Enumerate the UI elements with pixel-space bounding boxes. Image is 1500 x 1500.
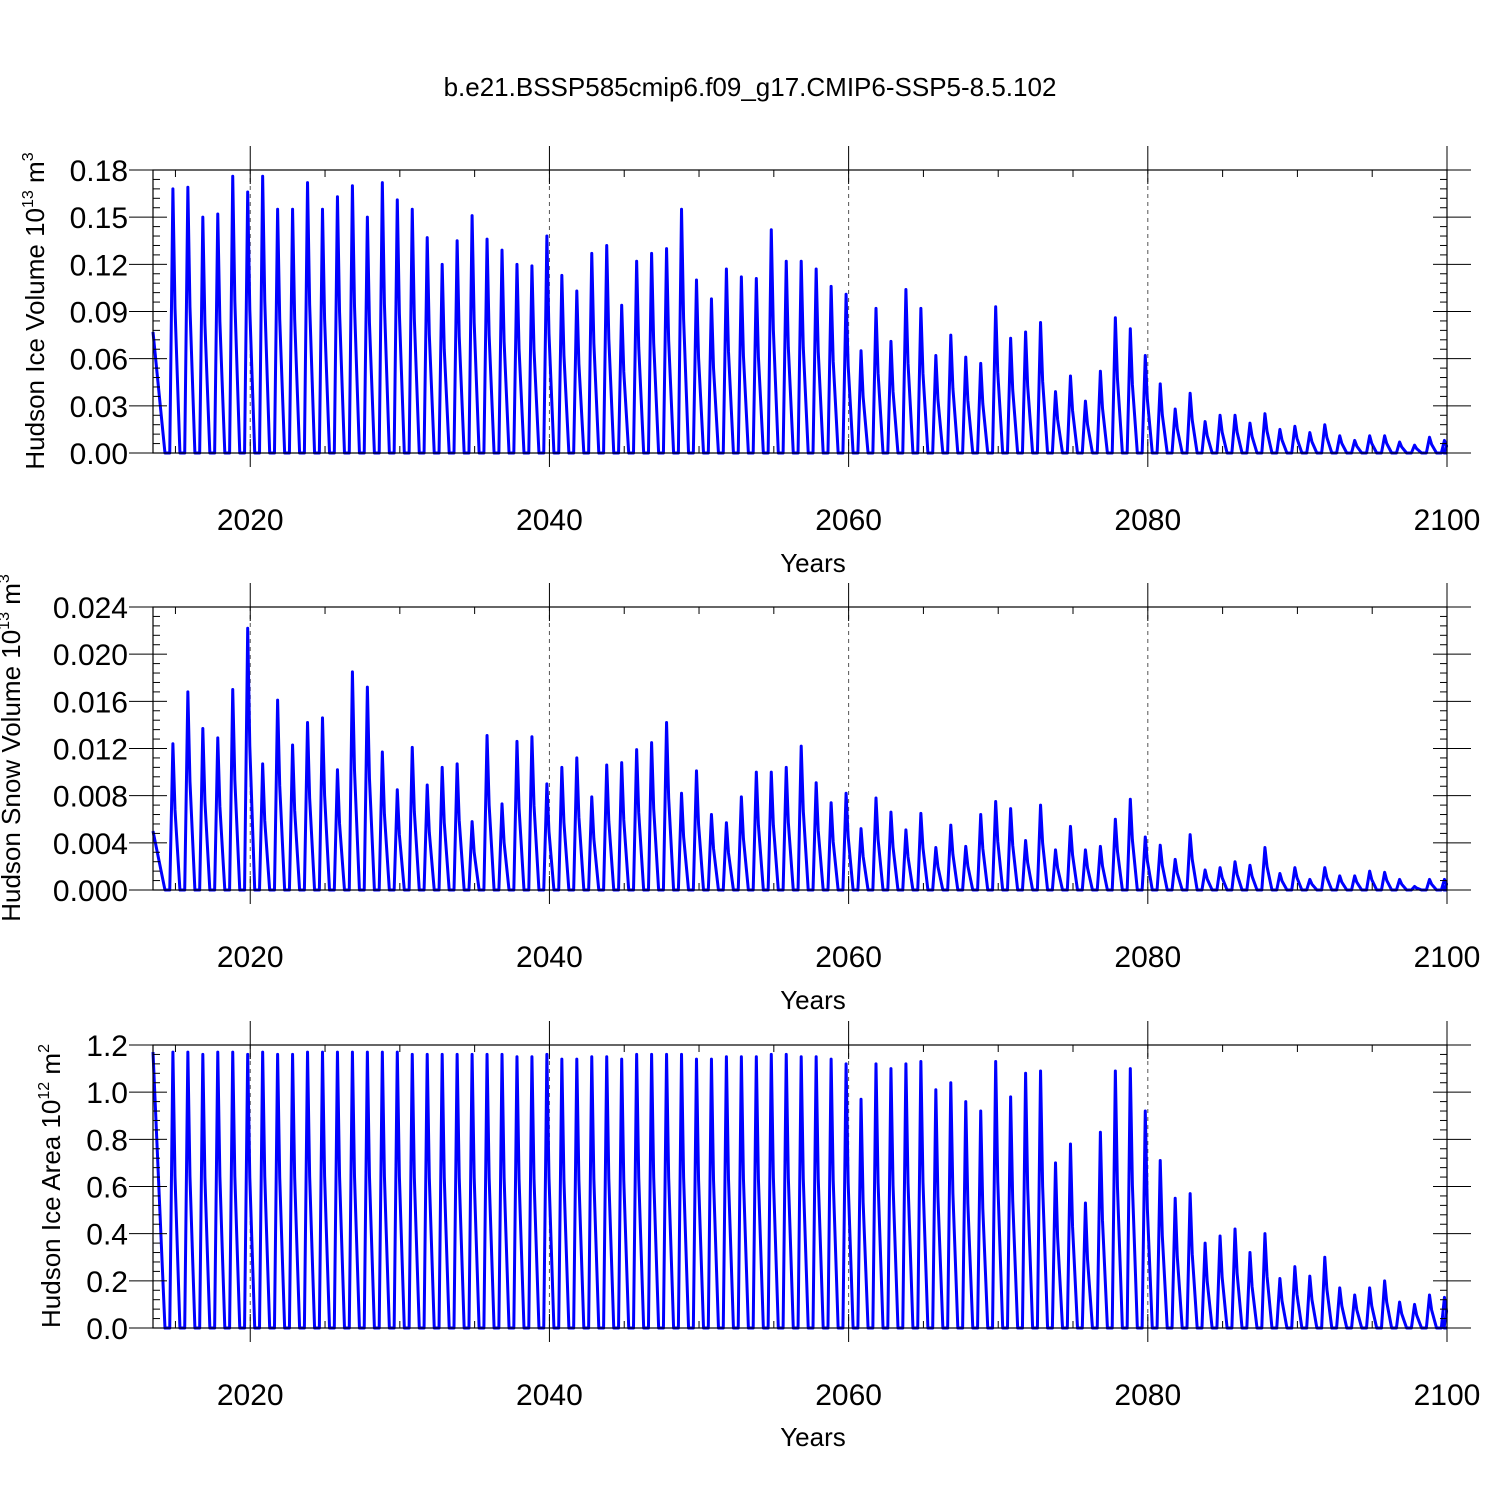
ice-volume-y-tick-label: 0.12 bbox=[70, 249, 128, 282]
ice-area-y-label-unit-exponent: 2 bbox=[36, 1044, 53, 1053]
snow-volume-y-tick-label: 0.000 bbox=[53, 875, 128, 908]
ice-volume-x-tick-label: 2100 bbox=[1414, 504, 1481, 537]
ice-area-y-tick-label: 1.2 bbox=[86, 1030, 128, 1063]
snow-volume-ticks bbox=[129, 583, 1471, 904]
ice-area-x-tick-label: 2020 bbox=[217, 1379, 284, 1412]
ice-area-panel: 2020 2040 2060 2080 2100 0.0 0.2 0.4 0.6… bbox=[36, 1021, 1480, 1452]
snow-volume-x-tick-label: 2040 bbox=[516, 941, 583, 974]
ice-area-series bbox=[151, 1050, 1449, 1330]
chart-title: b.e21.BSSP585cmip6.f09_g17.CMIP6-SSP5-8.… bbox=[444, 72, 1057, 102]
ice-area-y-tick-label: 0.6 bbox=[86, 1172, 128, 1205]
ice-volume-y-tick-label: 0.00 bbox=[70, 438, 128, 471]
ice-volume-x-tick-label: 2040 bbox=[516, 504, 583, 537]
ice-area-y-tick-labels: 0.0 0.2 0.4 0.6 0.8 1.0 1.2 bbox=[86, 1030, 128, 1346]
ice-volume-x-tick-labels: 2020 2040 2060 2080 2100 bbox=[217, 504, 1481, 537]
ice-volume-panel: 2020 2040 2060 2080 2100 0.00 0.03 0.06 … bbox=[20, 146, 1480, 578]
ice-area-y-label-unit: m bbox=[36, 1053, 66, 1082]
ice-volume-line bbox=[151, 174, 1449, 455]
snow-volume-y-label-unit: m bbox=[0, 583, 26, 612]
snow-volume-x-tick-label: 2060 bbox=[815, 941, 882, 974]
ice-area-x-axis-label: Years bbox=[780, 1422, 846, 1452]
ice-volume-x-tick-label: 2020 bbox=[217, 504, 284, 537]
ice-volume-y-tick-label: 0.15 bbox=[70, 202, 128, 235]
ice-area-ticks bbox=[129, 1021, 1471, 1342]
ice-volume-x-axis-label: Years bbox=[780, 548, 846, 578]
ice-area-y-axis-label: Hudson Ice Area 1012 m2 bbox=[36, 1044, 66, 1328]
snow-volume-x-tick-label: 2080 bbox=[1114, 941, 1181, 974]
snow-volume-y-tick-label: 0.016 bbox=[53, 686, 128, 719]
ice-area-y-tick-label: 0.0 bbox=[86, 1313, 128, 1346]
ice-area-x-tick-label: 2100 bbox=[1414, 1379, 1481, 1412]
ice-volume-series bbox=[151, 174, 1449, 455]
ice-volume-y-label-exponent: 13 bbox=[20, 190, 37, 208]
ice-volume-y-tick-label: 0.09 bbox=[70, 297, 128, 330]
ice-volume-y-axis-label: Hudson Ice Volume 1013 m3 bbox=[20, 152, 50, 469]
ice-volume-x-tick-label: 2060 bbox=[815, 504, 882, 537]
ice-area-x-tick-label: 2060 bbox=[815, 1379, 882, 1412]
ice-area-y-tick-label: 0.8 bbox=[86, 1124, 128, 1157]
ice-volume-y-tick-label: 0.18 bbox=[70, 155, 128, 188]
ice-area-y-tick-label: 0.4 bbox=[86, 1219, 128, 1252]
snow-volume-x-tick-label: 2100 bbox=[1414, 941, 1481, 974]
snow-volume-x-axis-label: Years bbox=[780, 985, 846, 1015]
ice-area-y-label-main: Hudson Ice Area 10 bbox=[36, 1100, 66, 1328]
snow-volume-panel: 2020 2040 2060 2080 2100 0.000 0.004 0.0… bbox=[0, 574, 1480, 1015]
snow-volume-y-label-unit-exponent: 3 bbox=[0, 574, 13, 583]
ice-area-grid bbox=[249, 1045, 1149, 1328]
snow-volume-y-tick-label: 0.004 bbox=[53, 828, 128, 861]
snow-volume-y-label-exponent: 13 bbox=[0, 612, 13, 630]
snow-volume-line bbox=[151, 626, 1449, 892]
ice-volume-y-label-unit: m bbox=[20, 161, 50, 190]
snow-volume-series bbox=[151, 626, 1449, 892]
snow-volume-y-axis-label: Hudson Snow Volume 1013 m3 bbox=[0, 574, 26, 922]
ice-area-y-label-exponent: 12 bbox=[36, 1082, 53, 1100]
snow-volume-y-label-main: Hudson Snow Volume 10 bbox=[0, 630, 26, 922]
ice-volume-y-label-unit-exponent: 3 bbox=[20, 152, 37, 161]
ice-volume-y-tick-label: 0.03 bbox=[70, 391, 128, 424]
ice-volume-ticks bbox=[129, 146, 1471, 467]
ice-area-x-tick-label: 2040 bbox=[516, 1379, 583, 1412]
ice-area-y-tick-label: 0.2 bbox=[86, 1266, 128, 1299]
snow-volume-y-tick-label: 0.012 bbox=[53, 734, 128, 767]
snow-volume-y-tick-labels: 0.000 0.004 0.008 0.012 0.016 0.020 0.02… bbox=[53, 592, 128, 908]
snow-volume-x-tick-label: 2020 bbox=[217, 941, 284, 974]
snow-volume-y-tick-label: 0.024 bbox=[53, 592, 128, 625]
ice-volume-x-tick-label: 2080 bbox=[1114, 504, 1181, 537]
ice-volume-y-tick-labels: 0.00 0.03 0.06 0.09 0.12 0.15 0.18 bbox=[70, 155, 128, 471]
ice-area-x-tick-labels: 2020 2040 2060 2080 2100 bbox=[217, 1379, 1481, 1412]
ice-area-x-tick-label: 2080 bbox=[1114, 1379, 1181, 1412]
ice-area-y-tick-label: 1.0 bbox=[86, 1077, 128, 1110]
snow-volume-x-tick-labels: 2020 2040 2060 2080 2100 bbox=[217, 941, 1481, 974]
ice-volume-y-tick-label: 0.06 bbox=[70, 344, 128, 377]
ice-area-line bbox=[151, 1050, 1449, 1330]
ice-volume-y-label-main: Hudson Ice Volume 10 bbox=[20, 208, 50, 470]
snow-volume-y-tick-label: 0.008 bbox=[53, 781, 128, 814]
snow-volume-y-tick-label: 0.020 bbox=[53, 639, 128, 672]
